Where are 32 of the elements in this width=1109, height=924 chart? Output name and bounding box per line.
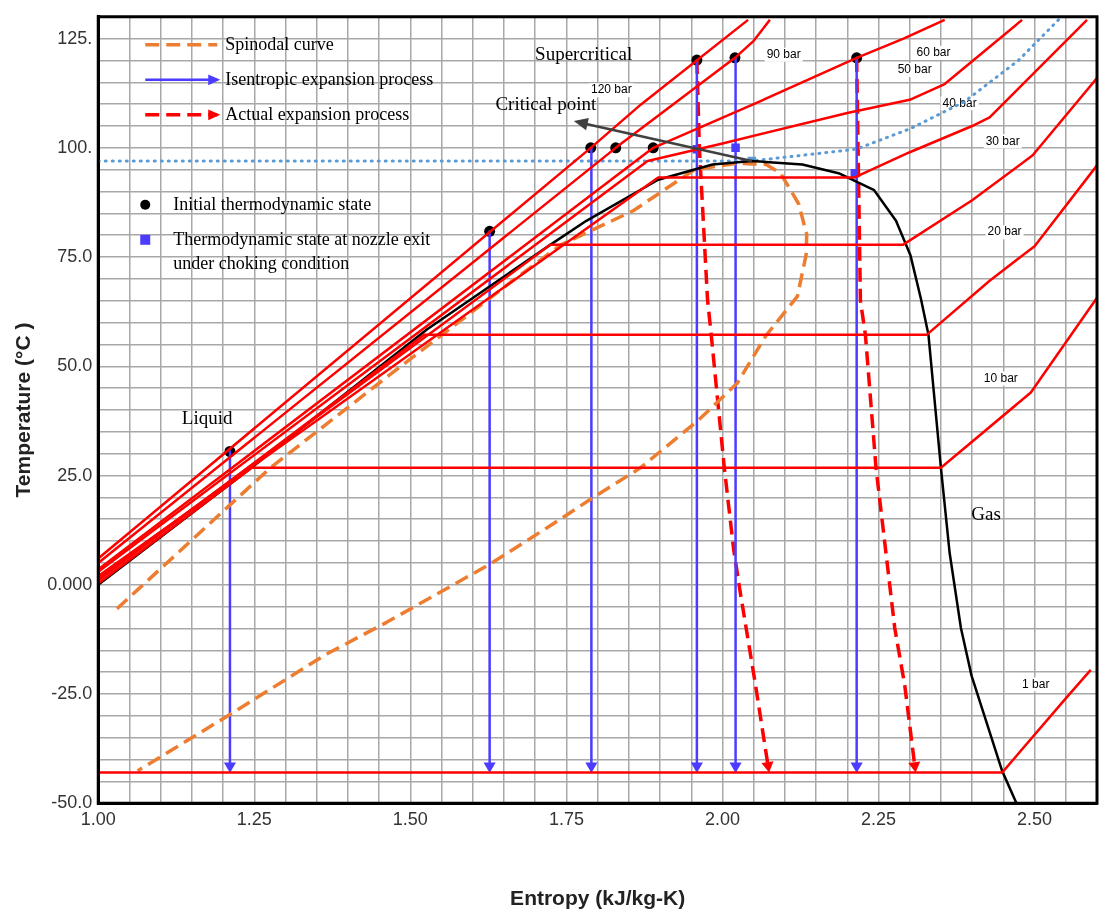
series-label: 120 bar [590,82,632,97]
series-label: 90 bar [766,47,801,62]
legend-label: Actual expansion process [225,103,410,124]
series-label: 50 bar [897,62,932,77]
series-label: 10 bar [983,370,1018,385]
x-tick-label: 1.50 [392,808,428,829]
y-tick-label: 75.0 [57,246,93,267]
legend-label: Thermodynamic state at nozzle exit under choking condition [173,228,431,273]
legend-label: Initial thermodynamic state [173,193,372,214]
annotation: Supercritical [535,43,633,65]
y-tick-label: -25.0 [51,682,93,703]
y-tick-label: 25.0 [57,464,93,485]
y-tick-label: 0.000 [47,573,93,594]
legend-label: Isentropic expansion process [225,68,434,89]
annotation: Gas [971,503,1001,525]
x-tick-label: 1.75 [548,808,584,829]
y-axis-title: Temperature (°C ) [11,322,35,498]
y-tick-label: 50.0 [57,355,93,376]
series-label: 1 bar [1022,676,1050,691]
legend-label: Spinodal curve [225,33,334,54]
series-label: 20 bar [987,224,1022,239]
series-label: 40 bar [942,95,977,110]
series-label: 60 bar [916,44,951,59]
x-tick-label: 2.00 [704,808,740,829]
x-tick-label: 1.25 [236,808,272,829]
annotation: Liquid [181,406,233,428]
x-axis-title: Entropy (kJ/kg-K) [510,886,686,910]
series-label: 30 bar [985,133,1020,148]
y-tick-label: 125. [57,27,93,48]
x-tick-label: 2.50 [1017,808,1053,829]
y-tick-label: 100. [57,136,93,157]
x-tick-label: 2.25 [861,808,897,829]
